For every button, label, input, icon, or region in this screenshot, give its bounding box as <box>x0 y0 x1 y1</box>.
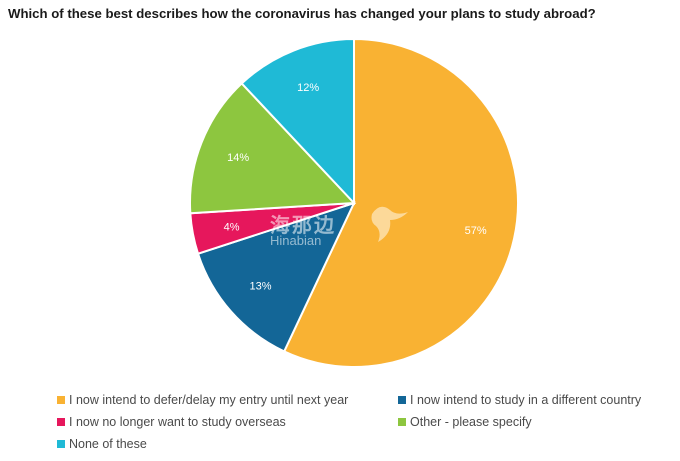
pie-label-other: 14% <box>227 152 249 164</box>
chart-title: Which of these best describes how the co… <box>8 6 596 21</box>
pie-label-no-longer: 4% <box>224 221 240 233</box>
pie-slice-defer <box>282 37 519 368</box>
watermark-bird-icon <box>371 206 408 242</box>
pie-label-different-country: 13% <box>249 280 271 292</box>
pie-slice-different-country <box>196 201 356 353</box>
pie-label-none: 12% <box>297 82 319 94</box>
pie-slice-other <box>189 82 357 215</box>
pie-label-defer: 57% <box>465 225 487 237</box>
pie-slice-none <box>240 37 355 206</box>
